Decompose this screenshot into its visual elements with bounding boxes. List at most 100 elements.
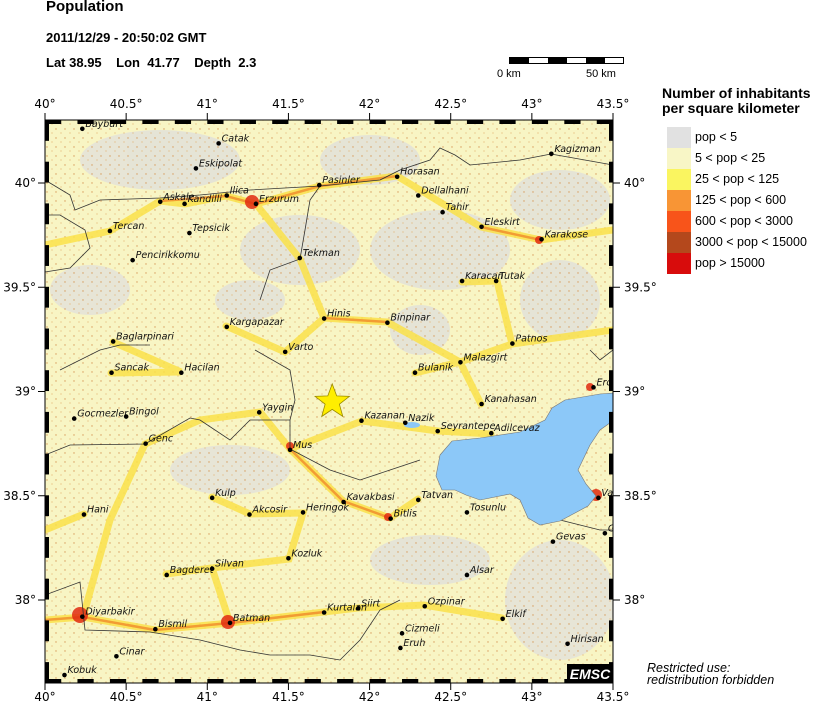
city-label: Bulanik [418,363,454,374]
city-dot [130,257,135,263]
city-label: Varto [288,342,313,353]
city-dot [321,316,327,321]
city-dot [81,512,87,517]
city-dot [388,516,393,521]
city-label: Bagderet [170,565,215,576]
lon-tick-label-top: 43° [521,97,542,111]
map-title: Population [46,0,124,15]
restricted-notice: Restricted use: redistribution forbidden [647,661,775,687]
city-label: Kargapazar [230,317,285,328]
lon-tick-label-top: 41.5° [272,97,305,111]
lat-label: Lat [46,55,66,70]
legend-label: pop > 15000 [695,256,765,270]
city-dot [458,360,463,365]
lon-value: 41.77 [147,55,180,70]
city-dot [500,616,505,622]
emsc-logo [567,664,613,683]
city-siirt: Siirt [355,598,381,611]
lake-nazik [404,422,420,428]
city-label: Karakose [545,229,589,240]
city-cinar: Cinar [114,646,146,659]
city-dot [415,497,421,503]
city-dot [493,278,499,284]
lon-tick-label-top: 41° [197,97,218,111]
city-dot [143,441,148,446]
legend-item: pop < 5 [667,127,821,148]
city-dot [187,230,192,236]
city-kobuk: Kobuk [62,665,97,678]
city-hinis: Hinis [321,309,351,321]
city-askale: Askale [157,192,195,205]
city-label: Mus [293,440,312,451]
lon-tick-label-top: 40° [34,97,55,111]
city-dot [287,447,293,453]
city-gevas: Gevas [550,532,586,544]
city-label: Ercis [597,377,620,388]
city-silvan: Silvan [209,559,244,572]
city-tepsicik: Tepsicik [187,223,230,236]
city-kandilli: Kandilli [182,194,222,207]
restricted-line2: redistribution forbidden [647,673,775,687]
legend-swatch [667,127,691,148]
lat-tick-label-left: 38.5° [3,489,36,503]
legend-label: 3000 < pop < 15000 [695,235,807,249]
city-karacan: Karacan [459,271,504,284]
city-tutak: Tutak [493,271,526,284]
city-dot [316,182,322,188]
city-tercan: Tercan [107,221,144,234]
legend-label: pop < 5 [695,130,738,144]
city-pasinler: Pasinler [316,175,361,188]
city-dot [399,631,405,636]
city-label: Elkif [506,609,528,620]
restricted-line1: Restricted use: [647,661,731,675]
city-label: Hacilan [184,363,219,374]
city-baglarpinari: Baglarpinari [110,331,174,344]
city-label: Eskipolat [199,158,243,169]
lon-tick-label-bottom: 43.5° [597,690,630,704]
city-dot [110,339,116,344]
city-pencirikkomu: Pencirikkomu [130,250,200,263]
city-kanahasan: Kanahasan [479,394,537,407]
city-label: Pencirikkomu [136,250,200,261]
lat-value: 38.95 [69,55,102,70]
city-tosunlu: Tosunlu [464,502,506,515]
city-label: Eruh [403,638,425,649]
city-genc: Genc [143,434,174,446]
city-label: Sancak [115,363,150,374]
depth-label: Depth [194,55,232,70]
city-ilica: Ilica [224,186,249,198]
city-tahir: Tahir [440,202,470,215]
legend-swatch [667,169,691,190]
city-dot [216,141,221,146]
city-label: Hinis [327,309,350,320]
lat-tick-label-right: 39.5° [624,280,657,294]
city-label: Kozluk [291,548,322,559]
city-label: Cinar [119,646,145,657]
city-ozpinar: Ozpinar [422,596,466,609]
city-dot [596,495,601,501]
city-label: Hani [87,505,109,516]
city-dot [415,193,421,198]
lon-tick-label-bottom: 42° [359,690,380,704]
city-label: Karacan [465,271,504,282]
city-label: Kazanan [364,411,404,422]
lat-tick-label-left: 40° [15,176,36,190]
lon-tick-label-top: 42.5° [434,97,467,111]
lat-tick-label-right: 40° [624,176,645,190]
city-label: Seyrantepe [441,421,496,432]
legend-label: 25 < pop < 125 [695,172,780,186]
city-label: Bismil [158,619,187,630]
city-kozluk: Kozluk [286,548,323,561]
legend-title-line1: Number of inhabitants [662,85,811,101]
city-dot [321,610,327,615]
city-eskipolat: Eskipolat [193,158,243,171]
legend-item: 5 < pop < 25 [667,148,821,169]
city-dot [440,209,445,215]
city-dot [539,236,544,242]
scale-end-label: 50 km [586,68,616,80]
city-label: G [608,523,615,534]
city-ercis: Ercis [591,377,620,390]
city-horasan: Horasan [394,167,440,180]
axis-labels: 40° 40° 40.5° 40.5° 41° 41° 41.5° 41.5° 42° 42° 42… [3,97,656,704]
